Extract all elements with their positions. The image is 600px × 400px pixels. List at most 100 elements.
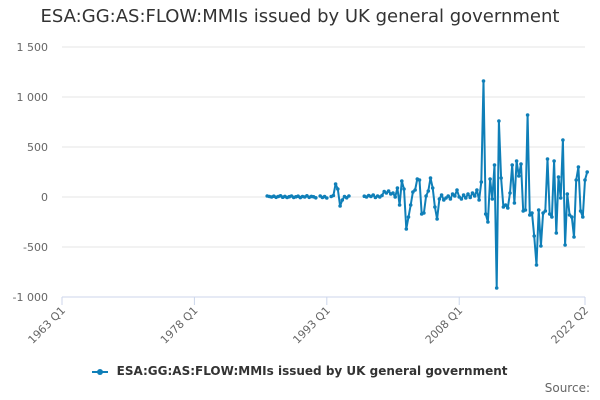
data-point[interactable] (479, 180, 484, 184)
data-point[interactable] (397, 203, 402, 207)
data-point[interactable] (565, 192, 570, 196)
data-point[interactable] (512, 201, 517, 205)
series-line (381, 177, 461, 230)
data-point[interactable] (424, 194, 428, 198)
data-point[interactable] (523, 208, 528, 212)
data-point[interactable] (556, 175, 561, 179)
data-point[interactable] (395, 186, 400, 190)
data-point[interactable] (408, 203, 413, 207)
data-point[interactable] (391, 191, 395, 195)
data-point[interactable] (426, 189, 431, 193)
data-point[interactable] (561, 138, 565, 142)
data-point[interactable] (503, 203, 508, 207)
data-point[interactable] (461, 193, 466, 197)
data-point[interactable] (380, 193, 384, 198)
data-point[interactable] (402, 187, 406, 191)
data-point[interactable] (494, 286, 499, 290)
data-point[interactable] (331, 193, 336, 198)
data-point[interactable] (486, 220, 490, 224)
data-point[interactable] (347, 194, 351, 198)
data-point[interactable] (455, 188, 459, 192)
data-point[interactable] (428, 176, 433, 180)
data-point[interactable] (470, 191, 475, 195)
data-point[interactable] (406, 215, 411, 219)
x-tick-label: 1963 Q1 (26, 304, 69, 347)
data-point[interactable] (534, 263, 539, 267)
data-point[interactable] (545, 157, 550, 161)
y-tick-label: 0 (41, 191, 48, 204)
data-point[interactable] (547, 212, 552, 216)
data-point[interactable] (572, 235, 576, 239)
data-point[interactable] (459, 197, 464, 201)
data-point[interactable] (325, 196, 329, 200)
data-point[interactable] (340, 198, 345, 202)
data-point[interactable] (585, 170, 589, 174)
data-point[interactable] (386, 189, 391, 193)
data-point[interactable] (563, 243, 567, 247)
data-point[interactable] (558, 196, 563, 200)
series-line (460, 80, 589, 289)
legend-label: ESA:GG:AS:FLOW:MMIs issued by UK general… (116, 364, 508, 378)
data-point[interactable] (472, 194, 477, 198)
data-point[interactable] (492, 163, 497, 167)
data-point[interactable] (490, 197, 495, 201)
data-point[interactable] (554, 231, 559, 235)
data-point[interactable] (481, 79, 486, 83)
data-point[interactable] (578, 209, 583, 213)
data-point[interactable] (581, 215, 585, 219)
legend-line-marker-icon (92, 367, 109, 377)
data-point[interactable] (530, 211, 534, 215)
data-point[interactable] (430, 186, 435, 190)
data-point[interactable] (333, 182, 338, 186)
data-point[interactable] (483, 212, 488, 216)
data-point[interactable] (519, 162, 523, 166)
data-point[interactable] (466, 192, 470, 196)
data-point[interactable] (517, 174, 521, 178)
data-point[interactable] (552, 159, 556, 163)
data-point[interactable] (468, 195, 473, 200)
data-point[interactable] (393, 195, 398, 199)
data-point[interactable] (433, 205, 437, 209)
data-point[interactable] (576, 165, 581, 169)
data-point[interactable] (371, 193, 376, 197)
data-point[interactable] (446, 194, 451, 198)
data-point[interactable] (550, 215, 554, 219)
data-point[interactable] (488, 177, 492, 181)
data-point[interactable] (543, 209, 548, 213)
data-point[interactable] (400, 179, 404, 183)
data-point[interactable] (439, 193, 444, 197)
data-point[interactable] (583, 178, 587, 182)
data-point[interactable] (499, 176, 503, 180)
data-point[interactable] (574, 178, 578, 182)
data-point[interactable] (477, 198, 481, 202)
data-point[interactable] (475, 188, 479, 192)
data-point[interactable] (422, 211, 426, 215)
data-point[interactable] (514, 159, 519, 163)
data-point[interactable] (532, 234, 536, 238)
data-point[interactable] (570, 215, 574, 219)
y-axis: 1 500 1 000 500 0 -500 -1 000 (13, 41, 48, 304)
legend[interactable]: ESA:GG:AS:FLOW:MMIs issued by UK general… (0, 364, 600, 378)
data-point[interactable] (539, 244, 543, 248)
data-point[interactable] (536, 208, 541, 212)
data-point[interactable] (453, 194, 457, 198)
data-point[interactable] (448, 197, 453, 201)
data-point[interactable] (338, 204, 342, 208)
y-tick-label: -500 (23, 241, 48, 254)
data-point[interactable] (510, 163, 514, 167)
data-point[interactable] (413, 188, 417, 192)
data-point[interactable] (464, 196, 468, 200)
data-point[interactable] (437, 197, 442, 201)
data-point[interactable] (336, 187, 340, 191)
data-point[interactable] (404, 227, 409, 231)
data-point[interactable] (506, 206, 510, 210)
data-point[interactable] (508, 191, 512, 195)
x-tick-label: 1978 Q1 (158, 304, 201, 347)
data-point[interactable] (435, 217, 439, 221)
data-point[interactable] (525, 113, 530, 117)
data-point[interactable] (497, 119, 501, 123)
data-point[interactable] (417, 178, 422, 182)
y-tick-label: 1 500 (17, 41, 49, 54)
data-point[interactable] (314, 196, 318, 200)
